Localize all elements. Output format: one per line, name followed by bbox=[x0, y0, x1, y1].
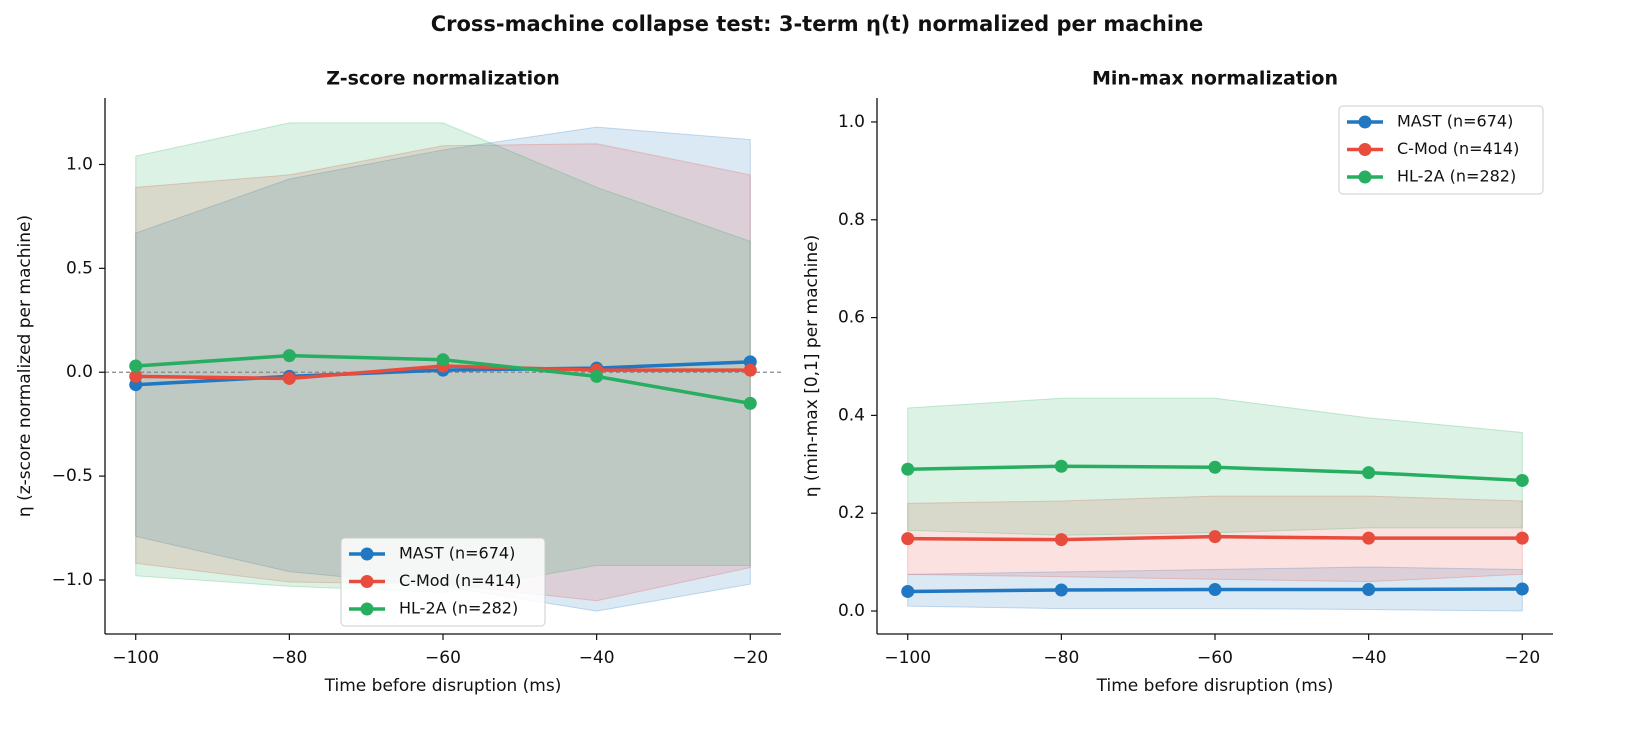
data-point bbox=[129, 369, 143, 383]
y-tick-label: 0.8 bbox=[838, 210, 865, 230]
x-tick-label: −100 bbox=[884, 648, 931, 668]
data-point bbox=[1515, 531, 1529, 545]
x-tick-label: −60 bbox=[1197, 648, 1233, 668]
legend-label: HL-2A (n=282) bbox=[1397, 167, 1516, 186]
y-tick-label: 1.0 bbox=[66, 154, 93, 174]
data-point bbox=[282, 371, 296, 385]
legend-marker bbox=[1358, 115, 1372, 129]
axes-title: Min-max normalization bbox=[1092, 68, 1338, 90]
x-tick-label: −20 bbox=[1504, 648, 1540, 668]
data-point bbox=[1362, 466, 1376, 480]
y-tick-label: 0.6 bbox=[838, 308, 865, 328]
data-point bbox=[1208, 530, 1222, 544]
data-point bbox=[901, 532, 915, 546]
data-point bbox=[282, 349, 296, 363]
legend: MAST (n=674) C-Mod (n=414) HL-2A (n=282) bbox=[1338, 105, 1544, 195]
legend-frame bbox=[340, 537, 546, 627]
legend-marker bbox=[360, 547, 374, 561]
data-point bbox=[590, 369, 604, 383]
x-axis-label: Time before disruption (ms) bbox=[324, 676, 562, 696]
y-axis-label: η (z-score normalized per machine) bbox=[15, 215, 35, 517]
legend-label: MAST (n=674) bbox=[399, 544, 515, 563]
y-tick-label: 0.0 bbox=[838, 601, 865, 621]
x-tick-label: −100 bbox=[112, 648, 159, 668]
legend-marker bbox=[360, 575, 374, 588]
data-point bbox=[743, 396, 757, 410]
x-tick-label: −80 bbox=[271, 648, 307, 668]
data-point bbox=[1054, 583, 1068, 597]
figure-title: Cross-machine collapse test: 3-term η(t)… bbox=[431, 12, 1204, 36]
x-tick-label: −20 bbox=[732, 648, 768, 668]
y-tick-label: 1.0 bbox=[838, 112, 865, 132]
data-point bbox=[1515, 582, 1529, 596]
legend-label: MAST (n=674) bbox=[1397, 112, 1513, 131]
y-tick-label: 0.4 bbox=[838, 405, 865, 425]
data-point bbox=[1208, 582, 1222, 596]
data-point bbox=[1054, 533, 1068, 547]
legend: MAST (n=674) C-Mod (n=414) HL-2A (n=282) bbox=[340, 537, 546, 627]
y-tick-label: −0.5 bbox=[52, 466, 93, 486]
x-tick-label: −40 bbox=[579, 648, 615, 668]
legend-marker bbox=[1358, 143, 1372, 156]
data-point bbox=[1362, 582, 1376, 596]
x-tick-label: −40 bbox=[1351, 648, 1387, 668]
x-axis-label: Time before disruption (ms) bbox=[1096, 676, 1334, 696]
data-point bbox=[1362, 531, 1376, 545]
x-tick-label: −80 bbox=[1043, 648, 1079, 668]
data-point bbox=[1208, 460, 1222, 474]
data-point bbox=[436, 353, 450, 367]
data-point bbox=[901, 462, 915, 476]
data-point bbox=[901, 584, 915, 598]
x-tick-label: −60 bbox=[425, 648, 461, 668]
y-tick-label: −1.0 bbox=[52, 570, 93, 590]
data-point bbox=[743, 363, 757, 377]
y-tick-label: 0.2 bbox=[838, 503, 865, 523]
y-tick-label: 0.5 bbox=[66, 258, 93, 278]
legend-marker bbox=[1358, 170, 1372, 184]
data-point bbox=[1054, 459, 1068, 473]
legend-label: HL-2A (n=282) bbox=[399, 599, 518, 618]
legend-marker bbox=[360, 602, 374, 616]
y-axis-label: η (min-max [0,1] per machine) bbox=[802, 235, 822, 497]
data-point bbox=[129, 359, 143, 373]
legend-frame bbox=[1338, 105, 1544, 195]
legend-label: C-Mod (n=414) bbox=[1397, 139, 1519, 158]
data-point bbox=[1515, 473, 1529, 487]
legend-label: C-Mod (n=414) bbox=[399, 571, 521, 590]
y-tick-label: 0.0 bbox=[66, 362, 93, 382]
axes-title: Z-score normalization bbox=[326, 68, 559, 90]
